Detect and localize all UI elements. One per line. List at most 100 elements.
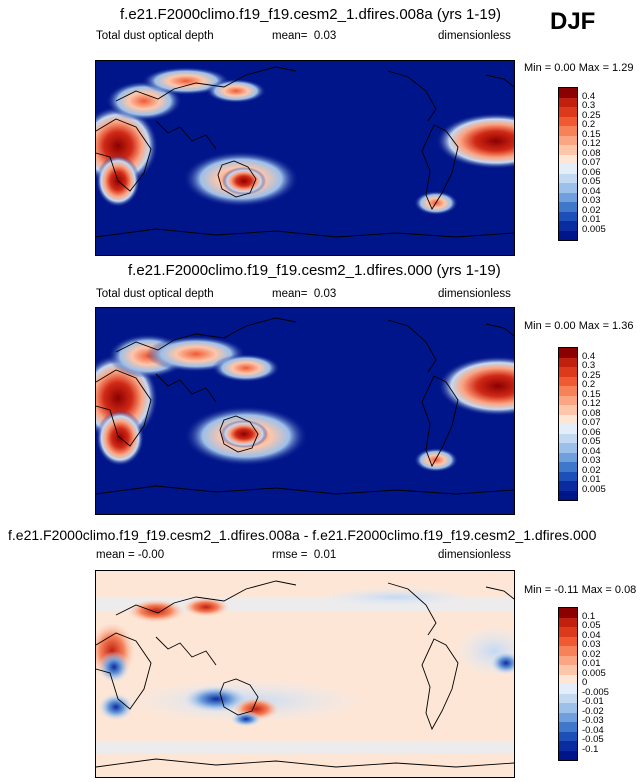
colorbar-swatch	[559, 674, 577, 684]
colorbar-label: 0.2	[582, 119, 596, 130]
colorbar-swatch	[559, 211, 577, 221]
colorbar-label: 0.12	[582, 398, 601, 409]
colorbar-label: 0.005	[582, 223, 606, 235]
colorbar-swatch	[559, 750, 577, 760]
colorbar-swatch	[559, 395, 577, 405]
colorbar-label: 0.03	[582, 639, 601, 650]
colorbar-label: 0.4	[582, 350, 596, 362]
panel-3-map	[95, 570, 515, 778]
colorbar-label: 0.05	[582, 436, 601, 447]
colorbar-swatch	[559, 386, 577, 396]
colorbar-swatch	[559, 627, 577, 637]
colorbar-label: 0.12	[582, 138, 601, 149]
panel-2-dust-field	[96, 334, 514, 472]
colorbar-label: 0.05	[582, 176, 601, 187]
panel-3-rmse-value: 0.01	[313, 549, 337, 561]
panel-2-mean-value: 0.03	[313, 288, 337, 300]
colorbar-swatch	[559, 684, 577, 694]
colorbar-label: 0.06	[582, 426, 601, 438]
colorbar-label: 0.2	[582, 379, 596, 390]
colorbar-swatch	[559, 655, 577, 665]
colorbar-swatch	[559, 348, 577, 358]
panel-3-coastlines	[96, 580, 514, 768]
colorbar-label: 0.05	[582, 620, 601, 631]
panel-1-mean-value: 0.03	[313, 30, 337, 42]
colorbar-swatch	[559, 154, 577, 164]
colorbar-label: 0.06	[582, 166, 601, 178]
colorbar-swatch	[559, 126, 577, 136]
panel-1-units: dimensionless	[438, 30, 511, 42]
colorbar-swatch	[559, 741, 577, 751]
colorbar-swatch	[559, 173, 577, 183]
colorbar-swatch	[559, 433, 577, 443]
panel-2-units: dimensionless	[438, 288, 511, 300]
colorbar-swatch	[559, 722, 577, 732]
colorbar-swatch	[559, 107, 577, 117]
colorbar-swatch	[559, 693, 577, 703]
colorbar-swatch	[559, 145, 577, 155]
colorbar-swatch	[559, 617, 577, 627]
panel-1-title: f.e21.F2000climo.f19_f19.cesm2_1.dfires.…	[120, 6, 502, 23]
colorbar-label: 0.005	[582, 667, 606, 679]
colorbar-label: 0.01	[582, 658, 601, 669]
colorbar-label: 0.03	[582, 455, 601, 466]
panel-2-coastlines	[96, 317, 514, 495]
colorbar-swatch	[559, 608, 577, 618]
panel-2-mean: mean= 0.03	[272, 288, 336, 300]
colorbar-label: 0.02	[582, 204, 601, 216]
panel-1-variable: Total dust optical depth	[96, 30, 214, 42]
colorbar-swatch	[559, 490, 577, 500]
colorbar-label: -0.05	[582, 734, 604, 745]
colorbar-swatch	[559, 116, 577, 126]
colorbar-swatch	[559, 405, 577, 415]
colorbar-swatch	[559, 712, 577, 722]
colorbar-label: 0.02	[582, 464, 601, 476]
colorbar-swatch	[559, 221, 577, 231]
colorbar-swatch	[559, 665, 577, 675]
colorbar-label: 0.3	[582, 360, 596, 371]
colorbar-label: 0.07	[582, 157, 601, 168]
colorbar-label: 0.01	[582, 474, 601, 485]
colorbar-swatch	[559, 367, 577, 377]
colorbar-label: 0.25	[582, 369, 601, 381]
colorbar-label: 0.3	[582, 100, 596, 111]
panel-1-map-svg	[96, 66, 514, 238]
colorbar-label: 0.07	[582, 417, 601, 428]
panel-2-map-svg	[96, 317, 514, 495]
colorbar-swatch	[559, 183, 577, 193]
colorbar-label: 0	[582, 677, 588, 688]
colorbar-swatch	[559, 424, 577, 434]
colorbar-swatch	[559, 636, 577, 646]
panel-3-mean: mean = -0.00	[96, 549, 165, 561]
panel-3-rmse-label: rmse =	[272, 549, 308, 561]
colorbar-swatch	[559, 452, 577, 462]
panel-2-variable: Total dust optical depth	[96, 288, 214, 300]
panel-2-title: f.e21.F2000climo.f19_f19.cesm2_1.dfires.…	[128, 262, 501, 279]
colorbar-label: 0.005	[582, 483, 606, 495]
colorbar-label: -0.03	[582, 715, 604, 726]
colorbar-swatches	[558, 607, 578, 761]
colorbar-swatch	[559, 646, 577, 656]
colorbar-swatch	[559, 97, 577, 107]
panel-1-dust-field	[96, 67, 514, 215]
panel-3-map-svg	[96, 580, 514, 768]
colorbar-label: 0.02	[582, 648, 601, 660]
colorbar-label: 0.15	[582, 388, 601, 400]
colorbar-label: 0.08	[582, 147, 601, 159]
colorbar-label: 0.04	[582, 629, 601, 641]
colorbar-label: 0.04	[582, 445, 601, 457]
colorbar-label: 0.25	[582, 109, 601, 121]
colorbar-label: -0.02	[582, 705, 604, 717]
colorbar-swatch	[559, 88, 577, 98]
colorbar-swatches	[558, 347, 578, 501]
panel-3-title: f.e21.F2000climo.f19_f19.cesm2_1.dfires.…	[8, 527, 597, 543]
colorbar-label: 0.08	[582, 407, 601, 419]
panel-2-map	[95, 307, 515, 515]
panel-1-map	[95, 60, 515, 256]
colorbar-label: 0.01	[582, 214, 601, 225]
colorbar-label: 0.4	[582, 90, 596, 102]
colorbar-swatch	[559, 414, 577, 424]
panel-1-coastlines	[96, 66, 514, 238]
colorbar-label: -0.005	[582, 686, 609, 698]
colorbar-label: 0.1	[582, 610, 596, 622]
